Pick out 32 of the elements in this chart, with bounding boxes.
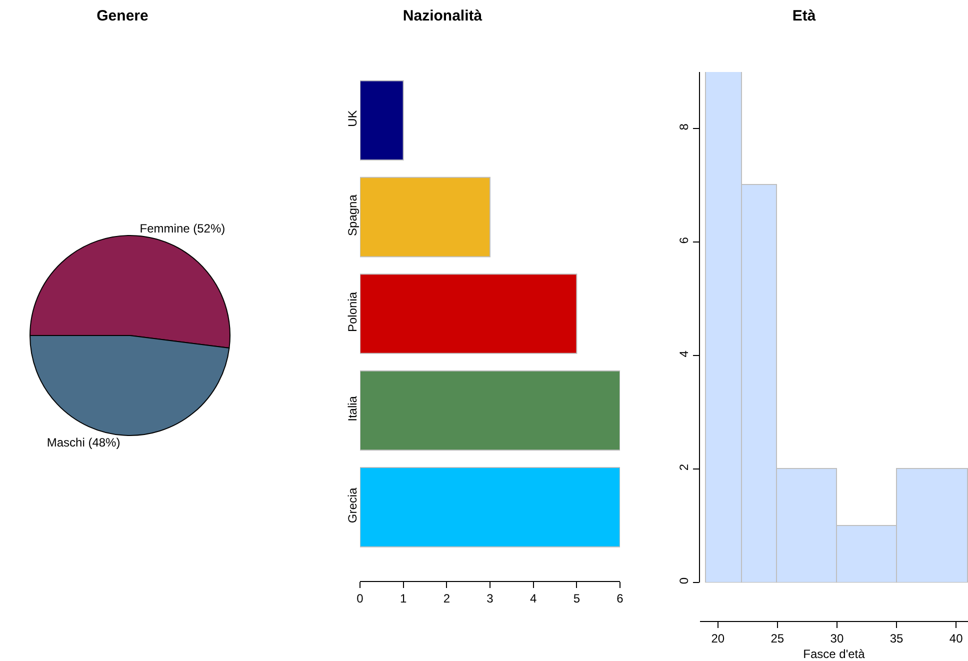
chart-title: Età: [792, 7, 816, 24]
x-tick-label: 40: [949, 631, 964, 646]
x-tick-label: 20: [711, 631, 725, 646]
x-tick-label: 4: [530, 591, 537, 606]
y-tick-label: 8: [677, 123, 692, 130]
bar: [360, 370, 620, 451]
slice-label: Femmine (52%): [140, 222, 226, 236]
x-tick-label: 30: [830, 631, 844, 646]
bar: [360, 274, 578, 354]
chart-title: Nazionalità: [402, 7, 483, 24]
x-tick-label: 25: [770, 631, 784, 646]
y-tick-label: Spagna: [346, 194, 360, 236]
y-tick-label: 0: [677, 577, 692, 584]
x-tick-label: 6: [616, 591, 624, 606]
x-tick-label: 5: [573, 591, 580, 606]
bar: [360, 80, 404, 161]
bar: [360, 176, 490, 258]
x-axis-title: Fasce d'età: [803, 647, 866, 661]
x-tick-label: 35: [890, 631, 904, 646]
y-tick-label: 6: [677, 236, 692, 244]
x-tick-label: 2: [443, 591, 450, 606]
bar: [360, 467, 620, 548]
x-tick-label: 1: [400, 591, 407, 606]
y-tick-label: UK: [346, 110, 360, 127]
x-tick-label: 3: [486, 591, 494, 606]
y-tick-label: 4: [677, 350, 692, 358]
y-tick-label: Grecia: [346, 487, 360, 524]
y-tick-label: 2: [677, 464, 692, 471]
y-tick-label: Polonia: [346, 292, 360, 332]
y-tick-label: Italia: [346, 396, 360, 422]
chart-title: Genere: [96, 7, 148, 24]
slice-label: Maschi (48%): [46, 435, 120, 450]
